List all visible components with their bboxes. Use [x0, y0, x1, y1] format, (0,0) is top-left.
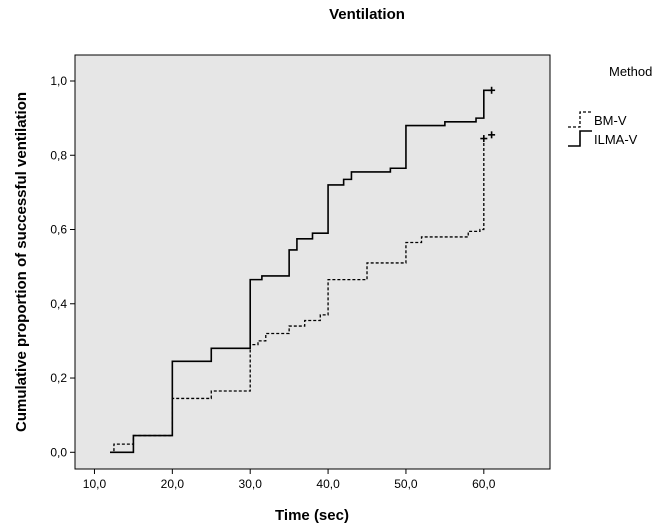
y-axis-label: Cumulative proportion of successful vent… — [13, 92, 30, 432]
x-tick-label: 60,0 — [472, 477, 496, 491]
legend-symbol-ilma-v — [568, 130, 592, 147]
legend-title: Method — [609, 64, 652, 79]
series-line-ilma-v — [110, 89, 492, 454]
y-tick-label: 0,0 — [50, 445, 67, 459]
x-tick-label: 50,0 — [394, 477, 418, 491]
y-tick-label: 0,8 — [50, 148, 67, 162]
censor-mark-bm-v — [480, 135, 488, 143]
y-tick-label: 1,0 — [50, 74, 67, 88]
series-line-bm-v — [110, 138, 485, 453]
x-axis: 10,0 20,0 30,0 40,0 50,0 60,0 — [83, 469, 496, 491]
y-tick-label: 0,4 — [50, 297, 67, 311]
x-tick-label: 10,0 — [83, 477, 107, 491]
legend-symbol-bm-v — [568, 111, 592, 128]
x-tick-label: 40,0 — [316, 477, 340, 491]
series-layer — [110, 86, 496, 454]
x-tick-label: 20,0 — [161, 477, 185, 491]
legend-label-bm-v: BM-V — [594, 113, 627, 128]
legend: Method BM-V ILMA-V — [568, 64, 652, 147]
x-axis-label: Time (sec) — [275, 507, 349, 524]
censor-mark-bm-v — [488, 131, 496, 139]
y-tick-label: 0,6 — [50, 223, 67, 237]
plot-area — [74, 54, 551, 470]
chart-title: Ventilation — [329, 6, 405, 23]
y-axis: 0,0 0,2 0,4 0,6 0,8 1,0 — [50, 74, 75, 459]
legend-label-ilma-v: ILMA-V — [594, 132, 638, 147]
x-tick-label: 30,0 — [239, 477, 263, 491]
y-tick-label: 0,2 — [50, 371, 67, 385]
censor-mark-ilma-v — [488, 86, 496, 94]
